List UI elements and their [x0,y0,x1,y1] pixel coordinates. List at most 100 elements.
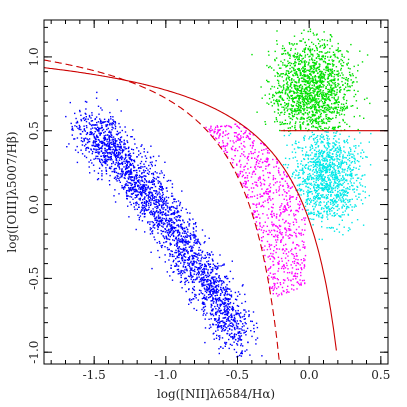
data-point [194,266,196,268]
data-point [293,148,296,150]
data-point [277,105,280,107]
data-point [340,106,342,108]
data-point [235,333,238,336]
data-point [322,97,324,99]
data-point [317,55,319,58]
data-point [264,160,266,162]
data-point [307,116,309,119]
data-point [294,97,296,99]
data-point [313,185,315,188]
data-point [290,264,292,266]
data-point [315,69,317,71]
data-point [120,110,122,112]
data-point [237,305,240,307]
data-point [242,145,245,147]
data-point [274,121,276,123]
data-point [144,231,146,233]
data-point [162,208,164,210]
data-point [157,214,160,216]
data-point [311,126,313,128]
data-point [295,228,298,231]
data-point [201,285,203,287]
data-point [250,330,252,332]
data-point [229,288,231,290]
data-point [339,149,341,151]
data-point [216,262,219,265]
data-point [202,301,204,304]
data-point [297,59,299,61]
data-point [189,237,192,240]
data-point [141,208,143,211]
data-point [260,142,263,145]
data-point [126,195,128,197]
data-point [111,170,113,173]
data-point [312,168,315,171]
data-point [321,59,323,61]
data-point [139,215,142,217]
data-point [315,118,317,120]
data-point [222,145,225,148]
data-point [342,61,345,64]
data-point [331,72,333,74]
data-point [227,304,229,306]
data-point [311,65,313,67]
data-point [223,305,225,308]
data-point [288,225,291,227]
data-point [161,186,163,188]
data-point [289,61,291,64]
data-point [309,81,311,83]
data-point [280,241,282,243]
data-point [157,216,160,218]
data-point [256,216,258,218]
data-point [308,90,311,92]
data-point [135,182,137,185]
data-point [204,254,206,257]
data-point [301,279,304,282]
data-point [150,210,152,212]
data-point [241,175,244,178]
data-point [107,153,109,155]
data-point [141,177,143,179]
data-point [329,84,331,86]
data-point [110,131,112,133]
data-point [323,43,325,45]
data-point [144,187,146,189]
data-point [266,240,269,243]
data-point [323,177,326,180]
data-point [238,174,240,176]
data-point [308,59,311,61]
data-point [177,230,179,232]
data-point [72,129,74,131]
data-point [300,106,302,108]
data-point [202,284,205,286]
data-point [97,126,99,128]
data-point [353,89,355,92]
data-point [88,116,91,118]
data-point [244,182,247,185]
data-point [289,121,291,123]
data-point [186,279,189,281]
data-point [71,125,73,128]
data-point [250,166,252,168]
data-point [293,69,295,71]
data-point [294,58,296,61]
data-point [206,286,208,289]
data-point [284,257,287,259]
data-point [303,217,305,219]
data-point [113,154,115,156]
data-point [161,204,163,206]
data-point [141,144,143,146]
data-point [306,77,309,79]
data-point [293,54,295,57]
data-point [307,113,309,116]
data-point [320,86,323,88]
data-point [309,48,311,50]
data-point [282,184,284,187]
data-point [176,269,179,271]
data-point [220,312,222,315]
data-point [144,189,146,192]
data-point [218,281,220,283]
data-point [197,257,199,259]
data-point [95,155,97,157]
data-point [158,204,160,206]
